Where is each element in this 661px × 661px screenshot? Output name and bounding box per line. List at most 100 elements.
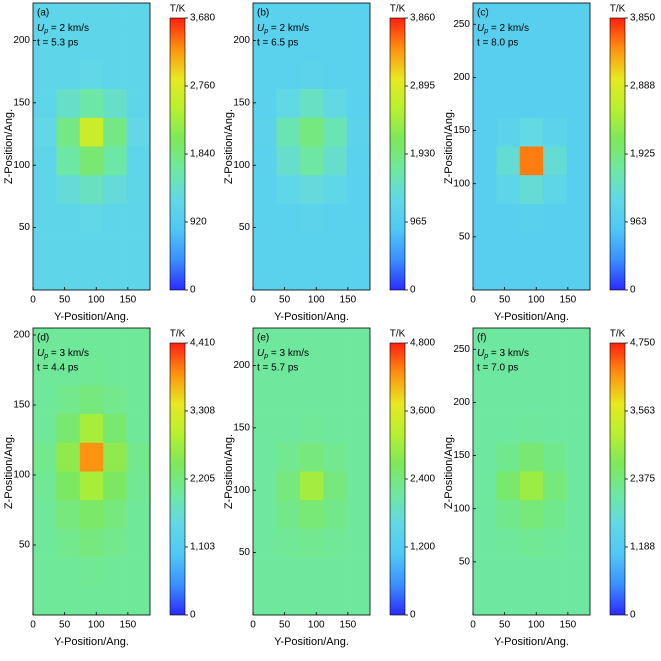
- heat-cell: [79, 356, 104, 386]
- y-tick-label: 200: [453, 72, 470, 83]
- colorbar-tick-label: 963: [630, 217, 647, 228]
- heat-cell: [496, 203, 521, 233]
- heat-cell: [543, 31, 567, 61]
- heat-cell: [543, 500, 567, 530]
- heat-cell: [253, 232, 277, 262]
- heat-cell: [33, 328, 57, 357]
- heat-cell: [299, 557, 324, 587]
- heat-cell: [79, 442, 104, 472]
- y-tick-label: 250: [453, 19, 470, 30]
- y-tick-label: 100: [453, 178, 470, 189]
- heat-cell: [519, 203, 544, 233]
- heat-cell: [276, 89, 301, 119]
- heat-cell: [56, 175, 81, 205]
- heat-cell: [519, 385, 544, 415]
- colorbar-tick-label: 3,600: [410, 406, 435, 417]
- heat-cell: [79, 328, 104, 357]
- heat-cell: [103, 203, 127, 233]
- heat-cell: [519, 328, 544, 357]
- heat-cell: [79, 3, 104, 32]
- heat-cell: [543, 60, 567, 90]
- heat-cell: [33, 146, 57, 176]
- heat-cell: [299, 528, 324, 558]
- y-tick-label: 100: [453, 503, 470, 514]
- x-tick-label: 0: [30, 620, 36, 631]
- y-axis-label: Z-Position/Ang.: [3, 109, 15, 184]
- heat-cell: [103, 60, 127, 90]
- heat-cell: [276, 3, 301, 32]
- heat-cell: [253, 3, 277, 32]
- x-tick-label: 150: [120, 295, 137, 306]
- heat-cell: [79, 385, 104, 415]
- heat-cell: [33, 471, 57, 501]
- heat-cell: [566, 328, 591, 357]
- heat-cell: [56, 261, 81, 291]
- heat-cell: [519, 146, 544, 176]
- heat-cell: [56, 117, 81, 147]
- heat-cell: [323, 500, 347, 530]
- heat-cell: [103, 31, 127, 61]
- heat-cell: [126, 385, 151, 415]
- heat-cell: [126, 528, 151, 558]
- heat-cell: [543, 232, 567, 262]
- y-tick-label: 200: [13, 35, 30, 46]
- heat-cell: [103, 175, 127, 205]
- heat-cell: [496, 356, 521, 386]
- heat-cell: [299, 232, 324, 262]
- heat-cell: [346, 89, 371, 119]
- y-axis-label: Z-Position/Ang.: [443, 434, 455, 509]
- heat-cell: [33, 60, 57, 90]
- time-annotation: t = 8.0 ps: [477, 38, 518, 49]
- y-tick-label: 250: [453, 344, 470, 355]
- heat-cell: [126, 117, 151, 147]
- heat-cell: [496, 557, 521, 587]
- x-axis-label: Y-Position/Ang.: [274, 311, 349, 323]
- x-axis-label: Y-Position/Ang.: [54, 311, 129, 323]
- heat-cell: [103, 3, 127, 32]
- x-tick-label: 0: [30, 295, 36, 306]
- speed-annotation: Up = 2 km/s: [477, 23, 529, 35]
- heat-cell: [276, 146, 301, 176]
- heat-cell: [496, 586, 521, 616]
- heat-cell: [346, 60, 371, 90]
- plot-frame: [32, 2, 151, 291]
- heat-cell: [473, 414, 497, 444]
- heat-cell: [323, 528, 347, 558]
- heat-cell: [276, 442, 301, 472]
- heat-cell: [276, 557, 301, 587]
- x-tick-label: 50: [279, 295, 291, 306]
- y-tick-label: 50: [239, 547, 251, 558]
- time-annotation: t = 6.5 ps: [257, 38, 298, 49]
- x-axis-label: Y-Position/Ang.: [54, 636, 129, 648]
- heat-cell: [566, 528, 591, 558]
- heat-cell: [519, 175, 544, 205]
- speed-text: = 2 km/s: [488, 23, 529, 34]
- heat-cell: [299, 471, 324, 501]
- heat-cell: [473, 175, 497, 205]
- x-tick-label: 0: [250, 620, 256, 631]
- heat-cell: [519, 117, 544, 147]
- heat-cell: [496, 328, 521, 357]
- speed-symbol: U: [37, 23, 45, 34]
- x-axis-label: Y-Position/Ang.: [494, 636, 569, 648]
- heat-cell: [276, 500, 301, 530]
- heat-cell: [103, 385, 127, 415]
- colorbar-label: T/K: [610, 329, 626, 340]
- heat-cell: [126, 328, 151, 357]
- colorbar: [609, 17, 626, 291]
- colorbar-tick-label: 4,750: [630, 338, 655, 349]
- heat-cell: [543, 442, 567, 472]
- x-tick-label: 100: [88, 620, 105, 631]
- heat-cell: [79, 31, 104, 61]
- heat-cell: [299, 3, 324, 32]
- heat-cell: [276, 356, 301, 386]
- colorbar-tick-label: 0: [630, 285, 636, 296]
- colorbar-label: T/K: [170, 329, 186, 340]
- heat-cell: [33, 261, 57, 291]
- y-tick-label: 50: [19, 540, 31, 551]
- heat-cell: [33, 3, 57, 32]
- heat-cell: [253, 328, 277, 357]
- heat-cell: [519, 586, 544, 616]
- heat-cell: [56, 31, 81, 61]
- heat-cell: [473, 60, 497, 90]
